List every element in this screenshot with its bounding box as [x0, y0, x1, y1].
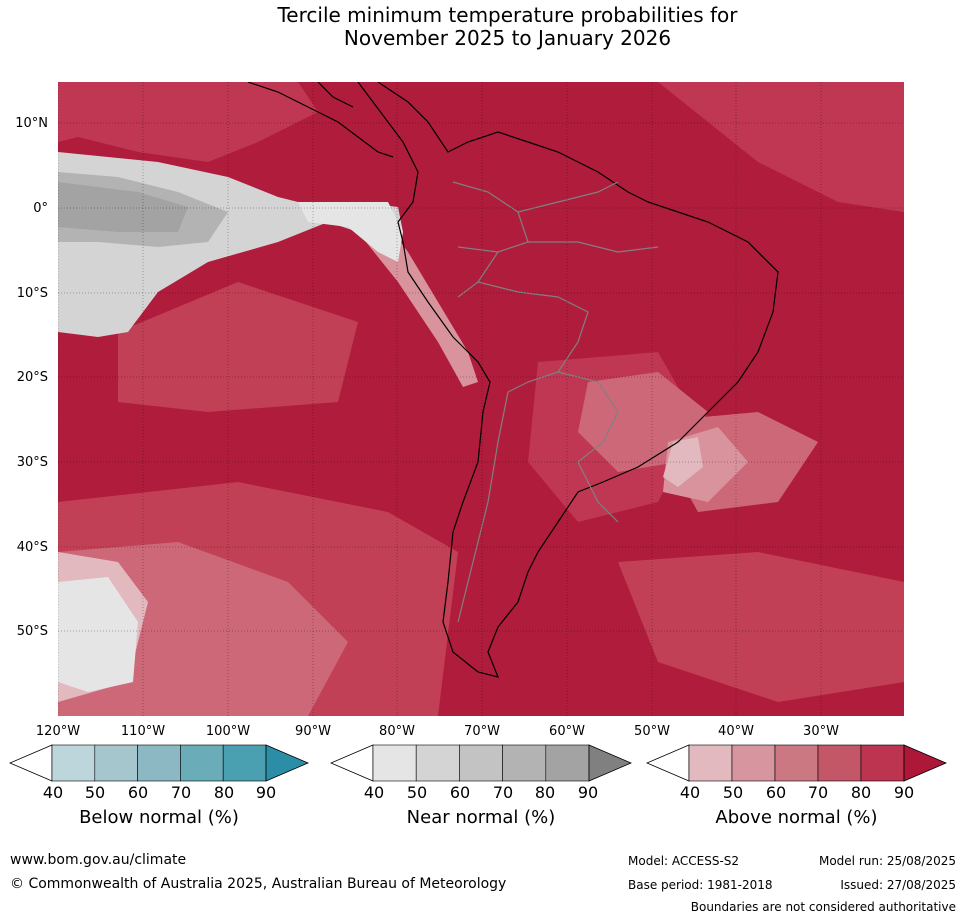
country-borders	[452, 181, 659, 623]
above-colorbar-segment-2	[731, 744, 776, 782]
above-80-region-north	[58, 82, 318, 162]
colorbar-below-normal	[9, 744, 309, 782]
lat-label-0: 0°	[33, 201, 48, 216]
tick-above-50: 50	[722, 783, 744, 802]
above-colorbar-segment-3	[774, 744, 819, 782]
lon-label-40w: 40°W	[718, 724, 754, 739]
colorbar-above-normal	[646, 744, 947, 782]
above-colorbar-segment-1	[688, 744, 733, 782]
footer-model: Model: ACCESS-S2	[628, 854, 740, 868]
near-normal-region-pacific-70	[58, 182, 188, 232]
south-america-outline	[357, 82, 779, 678]
tick-below-50: 50	[84, 783, 106, 802]
tick-above-80: 80	[850, 783, 872, 802]
lat-label-10n: 10°N	[15, 116, 48, 131]
tick-above-90: 90	[893, 783, 915, 802]
probability-map	[58, 82, 904, 716]
tick-near-50: 50	[406, 783, 428, 802]
lat-label-40s: 40°S	[16, 540, 48, 555]
lon-label-60w: 60°W	[549, 724, 585, 739]
colorbar-label-above: Above normal (%)	[715, 807, 878, 828]
below-colorbar-segment-5	[222, 744, 267, 782]
lat-label-20s: 20°S	[16, 370, 48, 385]
central-america-outline	[247, 82, 394, 158]
colorbar-label-near: Near normal (%)	[406, 807, 556, 828]
tick-above-40: 40	[679, 783, 701, 802]
above-80-region-east	[658, 82, 904, 212]
tick-above-70: 70	[807, 783, 829, 802]
near-colorbar-segment-2	[415, 744, 460, 782]
map-title: Tercile minimum temperature probabilitie…	[0, 4, 965, 50]
tick-near-70: 70	[492, 783, 514, 802]
footer-model-run: Model run: 25/08/2025	[818, 854, 956, 868]
lon-label-80w: 80°W	[379, 724, 415, 739]
lon-label-110w: 110°W	[120, 724, 166, 739]
footer-issued: Issued: 27/08/2025	[840, 878, 956, 892]
near-normal-region-south	[58, 577, 138, 692]
lat-label-10s: 10°S	[16, 286, 48, 301]
colorbar-label-below: Below normal (%)	[79, 807, 239, 828]
below-colorbar-segment-1	[51, 744, 96, 782]
title-line-2: November 2025 to January 2026	[343, 26, 672, 50]
above-colorbar-segment-5	[860, 744, 905, 782]
below-colorbar-extend-low	[9, 744, 53, 782]
near-colorbar-segment-1	[372, 744, 417, 782]
near-colorbar-segment-5	[545, 744, 590, 782]
lon-label-90w: 90°W	[295, 724, 331, 739]
below-colorbar-segment-3	[137, 744, 181, 782]
near-colorbar-segment-3	[459, 744, 503, 782]
lat-label-50s: 50°S	[16, 624, 48, 639]
graticule	[58, 82, 904, 716]
lon-label-50w: 50°W	[634, 724, 670, 739]
tick-above-60: 60	[765, 783, 787, 802]
above-colorbar-extend-high	[903, 744, 947, 782]
tick-below-90: 90	[255, 783, 277, 802]
near-colorbar-segment-4	[502, 744, 547, 782]
above-colorbar-segment-4	[817, 744, 862, 782]
footer-url: www.bom.gov.au/climate	[10, 852, 187, 868]
above-80-region-southeast	[618, 552, 904, 702]
near-colorbar-extend-low	[330, 744, 374, 782]
tick-below-80: 80	[213, 783, 235, 802]
below-colorbar-segment-4	[180, 744, 224, 782]
colorbar-near-normal	[330, 744, 632, 782]
below-colorbar-segment-2	[94, 744, 138, 782]
above-80-region-west	[118, 282, 358, 412]
near-normal-region-coast	[298, 202, 403, 262]
lon-label-70w: 70°W	[464, 724, 500, 739]
lat-label-30s: 30°S	[16, 455, 48, 470]
footer-copyright: © Commonwealth of Australia 2025, Austra…	[10, 876, 507, 892]
title-line-1: Tercile minimum temperature probabilitie…	[277, 3, 738, 27]
lon-label-120w: 120°W	[35, 724, 81, 739]
footer-disclaimer: Boundaries are not considered authoritat…	[690, 900, 956, 914]
tick-below-70: 70	[170, 783, 192, 802]
lon-label-100w: 100°W	[205, 724, 251, 739]
near-colorbar-extend-high	[588, 744, 632, 782]
above-colorbar-extend-low	[646, 744, 690, 782]
lon-label-30w: 30°W	[803, 724, 839, 739]
tick-below-40: 40	[42, 783, 64, 802]
tick-below-60: 60	[127, 783, 149, 802]
tick-near-60: 60	[449, 783, 471, 802]
tick-near-90: 90	[577, 783, 599, 802]
tick-near-80: 80	[534, 783, 556, 802]
tick-near-40: 40	[363, 783, 385, 802]
footer-base-period: Base period: 1981-2018	[628, 878, 773, 892]
below-colorbar-extend-high	[265, 744, 309, 782]
